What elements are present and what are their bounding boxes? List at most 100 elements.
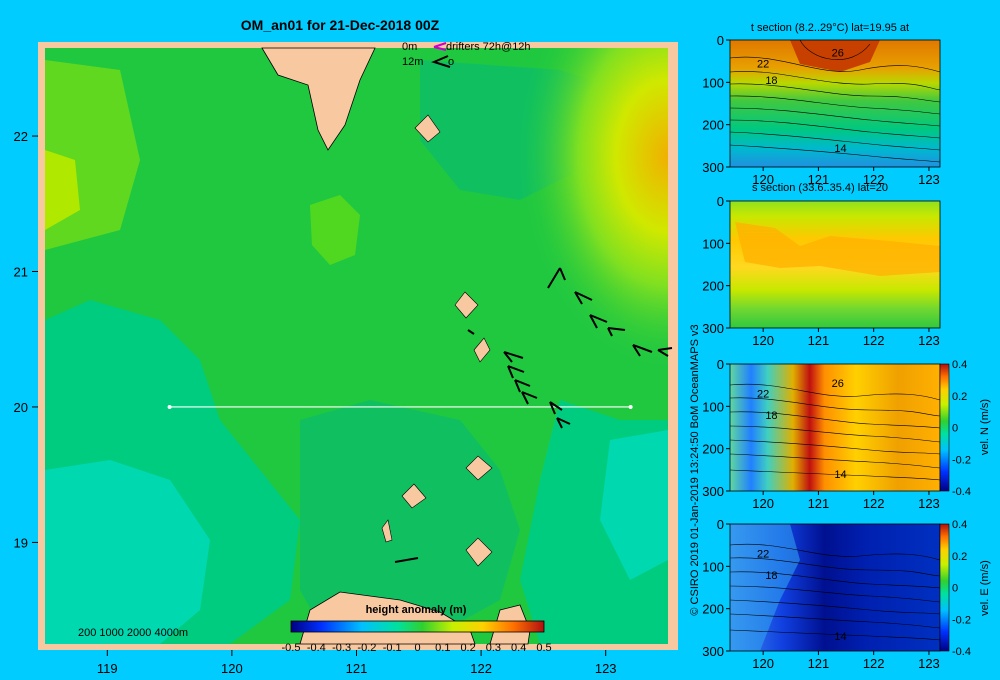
section-x-tick-label: 123 bbox=[918, 656, 940, 671]
section-x-tick-label: 123 bbox=[918, 172, 940, 187]
colorbar-tick-label: -0.1 bbox=[383, 642, 402, 654]
vn-colorbar-title: vel. N (m/s) bbox=[979, 399, 991, 455]
t-contour bbox=[729, 107, 941, 127]
section-y-tick-label: 300 bbox=[702, 644, 724, 659]
drifter-track bbox=[607, 327, 626, 337]
land-island-7 bbox=[381, 519, 393, 543]
section-y-tick-label: 200 bbox=[702, 602, 724, 617]
t-contour bbox=[729, 83, 941, 103]
section-x-tick-label: 120 bbox=[752, 172, 774, 187]
t-section-axes: 120 121 122 123 0 100 200 300 bbox=[702, 33, 940, 187]
section-x-tick-label: 123 bbox=[918, 333, 940, 348]
section-colorbar-tick-label: 0 bbox=[952, 423, 958, 435]
contour-label: 26 bbox=[832, 378, 844, 390]
colorbar-tick-label: 0.2 bbox=[460, 642, 475, 654]
t-section-border bbox=[729, 39, 941, 168]
section-colorbar-tick-label: 0.4 bbox=[952, 359, 967, 371]
drifter-track bbox=[467, 329, 475, 335]
drifter-track bbox=[503, 351, 524, 363]
section-y-tick-label: 200 bbox=[702, 442, 724, 457]
section-x-tick-label: 120 bbox=[752, 333, 774, 348]
map-y-tick-label: 21 bbox=[14, 265, 28, 280]
colorbar-tick-label: -0.4 bbox=[307, 642, 326, 654]
transect-line bbox=[167, 404, 633, 409]
land-island-3 bbox=[473, 337, 491, 363]
colorbar-tick-label: -0.5 bbox=[282, 642, 301, 654]
map-region-cyan-left bbox=[45, 460, 210, 644]
map-region-cyan-right bbox=[600, 430, 668, 580]
t-section-contour-labels: 26 22 18 14 bbox=[757, 48, 847, 155]
vn-section-axes: 120 121 122 123 0 100 200 300 bbox=[702, 357, 940, 511]
section-x-tick-label: 122 bbox=[863, 496, 885, 511]
section-colorbar-tick-label: -0.2 bbox=[952, 454, 971, 466]
vn-contour bbox=[729, 397, 941, 417]
contour-label: 22 bbox=[757, 389, 769, 401]
colorbar-labels: -0.5 -0.4 -0.3 -0.2 -0.1 0 0.1 0.2 0.3 0.4 0.5 bbox=[282, 642, 552, 654]
ve-section-axes: 120 121 122 123 0 100 200 300 bbox=[702, 517, 940, 671]
drifter-0m-icon bbox=[433, 42, 447, 51]
map-axes: 119 120 121 122 123 19 20 21 22 bbox=[14, 129, 617, 676]
section-colorbar-tick-label: -0.4 bbox=[952, 486, 971, 498]
legend-0m: 0m bbox=[402, 41, 417, 53]
transect-endpoint bbox=[628, 404, 633, 409]
credit-line: © CSIRO 2019 01-Jan-2019 13:24:50 BoM Oc… bbox=[689, 324, 701, 615]
t-contour bbox=[729, 71, 941, 91]
legend-12m: 12m bbox=[402, 56, 423, 68]
t-contour bbox=[799, 39, 871, 60]
map-x-tick-label: 121 bbox=[346, 661, 368, 676]
map-region-yellow-right bbox=[420, 48, 668, 408]
section-x-tick-label: 121 bbox=[808, 172, 830, 187]
t-contour bbox=[729, 95, 941, 115]
t-warm-core bbox=[790, 40, 880, 72]
section-colorbar-tick-label: -0.2 bbox=[952, 614, 971, 626]
vn-section-panel: 26 22 18 14 120 121 122 123 0 100 200 300 -0.4 -0.2… bbox=[702, 357, 971, 511]
ve-colorbar-labels: -0.4 -0.2 0 0.2 0.4 bbox=[952, 519, 971, 658]
ve-contours bbox=[729, 543, 941, 641]
colorbar-tick-label: -0.2 bbox=[357, 642, 376, 654]
contour-label: 18 bbox=[765, 75, 777, 87]
section-x-tick-label: 121 bbox=[808, 496, 830, 511]
land-island-2 bbox=[454, 291, 479, 319]
vn-contour bbox=[729, 425, 941, 443]
contour-label: 18 bbox=[765, 570, 777, 582]
vn-contours bbox=[729, 383, 941, 481]
ve-colorbar bbox=[939, 523, 950, 652]
contour-label: 14 bbox=[834, 143, 846, 155]
map-region-teal-center bbox=[300, 400, 520, 644]
vn-contour bbox=[729, 439, 941, 455]
colorbar-tick-label: -0.3 bbox=[332, 642, 351, 654]
section-y-tick-label: 300 bbox=[702, 160, 724, 175]
section-x-tick-label: 120 bbox=[752, 656, 774, 671]
section-y-tick-label: 300 bbox=[702, 321, 724, 336]
ve-section-contour-labels: 22 18 14 bbox=[757, 549, 847, 644]
vn-contour bbox=[729, 469, 941, 481]
section-y-tick-label: 0 bbox=[717, 33, 724, 48]
drifter-track bbox=[547, 267, 566, 289]
s-section-axes: 120 121 122 123 0 100 200 300 bbox=[702, 194, 940, 348]
section-x-tick-label: 121 bbox=[808, 333, 830, 348]
section-x-tick-label: 122 bbox=[863, 333, 885, 348]
legend-12m-suffix: o bbox=[448, 56, 454, 68]
map-x-tick-label: 120 bbox=[221, 661, 243, 676]
section-y-tick-label: 100 bbox=[702, 236, 724, 251]
drifter-12m-icon bbox=[431, 55, 451, 68]
ve-contour bbox=[729, 629, 941, 641]
section-x-tick-label: 120 bbox=[752, 496, 774, 511]
ve-section-panel: 22 18 14 120 121 122 123 0 100 200 300 -0.4 -0.2 0 0… bbox=[702, 517, 971, 671]
vn-colorbar-labels: -0.4 -0.2 0 0.2 0.4 bbox=[952, 359, 971, 498]
s-section-title: s section (33.6..35.4) lat=20 bbox=[752, 182, 888, 194]
s-salty-core bbox=[735, 222, 940, 276]
land-island-1 bbox=[414, 114, 441, 143]
vn-contour bbox=[729, 453, 941, 469]
colorbar-tick-label: 0 bbox=[414, 642, 420, 654]
colorbar-tick-label: 0.4 bbox=[511, 642, 526, 654]
section-y-tick-label: 100 bbox=[702, 559, 724, 574]
t-section-title: t section (8.2..29°C) lat=19.95 at bbox=[751, 22, 909, 34]
drifter-track bbox=[514, 379, 531, 393]
map-x-tick-label: 119 bbox=[97, 661, 118, 676]
land-island-6 bbox=[465, 537, 493, 567]
land-island-5 bbox=[401, 483, 427, 509]
legend-drifters: drifters 72h@12h bbox=[446, 41, 531, 53]
drifter-track bbox=[632, 344, 653, 357]
map-region-green-mid bbox=[310, 195, 360, 265]
